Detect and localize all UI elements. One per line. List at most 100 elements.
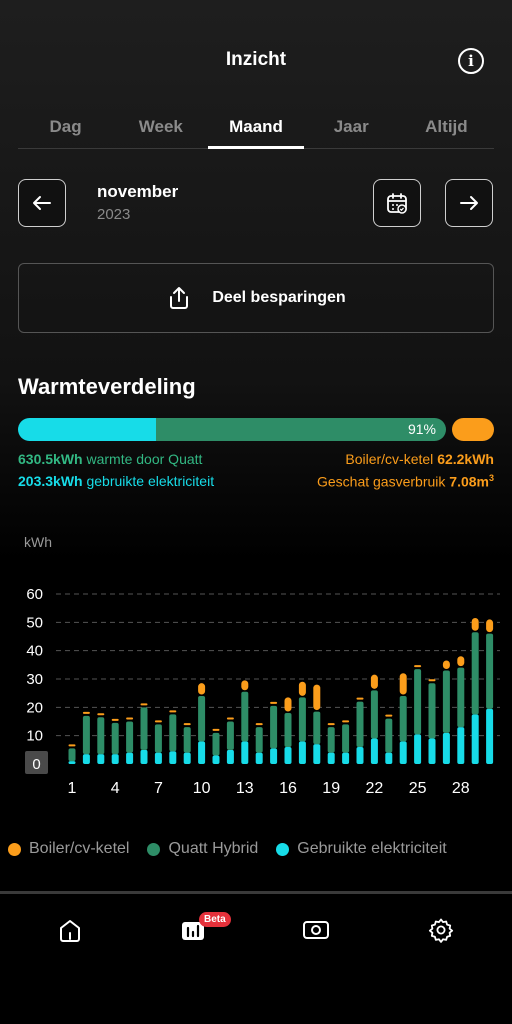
bar-quatt <box>298 697 306 742</box>
legend-quatt: Quatt Hybrid <box>147 840 258 858</box>
bar-boiler <box>111 718 119 721</box>
nav-settings[interactable] <box>423 912 459 948</box>
previous-period-button[interactable] <box>18 179 66 227</box>
bar-boiler <box>356 697 364 700</box>
quatt-heat-value: 630.5kWh <box>18 451 83 467</box>
bar-quatt <box>385 718 393 753</box>
bar-electricity <box>111 754 119 764</box>
page-title: Inzicht <box>225 49 287 70</box>
bar-electricity <box>226 749 234 764</box>
bar-boiler <box>298 681 306 696</box>
gas-text: Geschat gasverbruik <box>316 473 446 490</box>
bar-quatt <box>183 727 191 753</box>
bar-electricity <box>284 747 292 764</box>
bar-boiler <box>169 710 177 713</box>
bar-boiler <box>457 656 465 667</box>
bar-quatt <box>342 724 350 753</box>
legend-electricity: Gebruikte elektriciteit <box>276 840 447 858</box>
x-tick-label: 13 <box>236 780 254 797</box>
bar-electricity <box>385 752 393 764</box>
bar-boiler <box>385 714 393 717</box>
tab-jaar[interactable]: Jaar <box>333 117 369 136</box>
quatt-heat-stat: 630.5kWh warmte door Quatt <box>18 451 202 467</box>
bar-quatt <box>414 669 422 735</box>
electricity-segment <box>18 418 156 441</box>
bar-electricity <box>457 727 465 764</box>
bar-electricity <box>298 741 306 764</box>
bar-quatt <box>126 721 134 753</box>
legend-boiler: Boiler/cv-ketel <box>8 840 129 858</box>
bar-boiler <box>226 717 234 720</box>
tab-dag[interactable]: Dag <box>49 117 82 136</box>
tab-altijd[interactable]: Altijd <box>425 117 468 136</box>
bar-electricity <box>82 754 90 764</box>
x-tick-label: 25 <box>409 780 427 797</box>
bar-electricity <box>327 752 335 764</box>
bar-boiler <box>154 720 162 723</box>
settings-icon <box>428 918 454 943</box>
x-tick-label: 28 <box>452 780 470 797</box>
bar-boiler <box>342 720 350 723</box>
bar-quatt <box>198 696 206 742</box>
bar-electricity <box>428 738 436 764</box>
bar-boiler <box>471 618 479 631</box>
tab-maand[interactable]: Maand <box>208 112 304 149</box>
period-tabs: Dag Week Maand Jaar Altijd <box>18 112 494 149</box>
y-tick-label: 30 <box>26 671 43 688</box>
bar-boiler <box>327 723 335 726</box>
bar-boiler <box>428 679 436 682</box>
bar-electricity <box>486 708 494 764</box>
nav-camera[interactable] <box>298 912 334 948</box>
bar-quatt <box>327 727 335 753</box>
bar-electricity <box>140 749 148 764</box>
bar-electricity <box>399 741 407 764</box>
bar-electricity <box>212 755 220 764</box>
y-tick-label: 10 <box>26 728 43 745</box>
legend-quatt-label: Quatt Hybrid <box>168 840 259 857</box>
boiler-segment <box>452 418 494 441</box>
legend-electricity-label: Gebruikte elektriciteit <box>297 840 447 857</box>
y-tick-label: 40 <box>26 643 43 660</box>
bar-electricity <box>356 747 364 764</box>
divider <box>0 891 512 894</box>
boiler-value: 62.2kWh <box>437 451 494 467</box>
bar-quatt <box>313 711 321 745</box>
bar-quatt <box>140 707 148 750</box>
bar-electricity <box>342 752 350 764</box>
bar-boiler <box>284 697 292 712</box>
share-label: Deel besparingen <box>212 289 346 306</box>
bar-quatt <box>486 633 494 709</box>
info-icon[interactable]: i <box>458 48 484 74</box>
bar-boiler <box>442 660 450 669</box>
calendar-button[interactable] <box>373 179 421 227</box>
y-tick-label: 60 <box>26 586 43 603</box>
x-tick-label: 22 <box>366 780 384 797</box>
bar-electricity <box>126 752 134 764</box>
y-axis-label: kWh <box>24 534 52 550</box>
period-month: november <box>97 182 179 201</box>
bar-quatt <box>428 683 436 739</box>
bar-quatt <box>471 632 479 715</box>
bar-boiler <box>399 673 407 695</box>
nav-home[interactable] <box>52 912 88 948</box>
bar-electricity <box>313 744 321 764</box>
nav-insights[interactable] <box>176 912 212 948</box>
insights-icon <box>182 922 204 940</box>
bar-electricity <box>183 752 191 764</box>
tab-week[interactable]: Week <box>138 117 183 136</box>
bar-quatt <box>212 732 220 756</box>
bar-electricity <box>154 752 162 764</box>
next-period-button[interactable] <box>445 179 493 227</box>
electricity-text: gebruikte elektriciteit <box>86 473 215 489</box>
bar-electricity <box>169 751 177 764</box>
bar-quatt <box>111 722 119 755</box>
electricity-value: 203.3kWh <box>18 473 83 489</box>
share-savings-button[interactable]: Deel besparingen <box>18 263 494 333</box>
quatt-segment: 91% <box>156 418 446 441</box>
arrow-left-icon <box>33 196 51 210</box>
y-tick-label: 50 <box>26 614 43 631</box>
boiler-stat: Boiler/cv-ketel 62.2kWh <box>345 451 494 467</box>
bar-boiler <box>140 703 148 706</box>
x-tick-label: 4 <box>111 780 120 797</box>
bar-electricity <box>255 752 263 764</box>
